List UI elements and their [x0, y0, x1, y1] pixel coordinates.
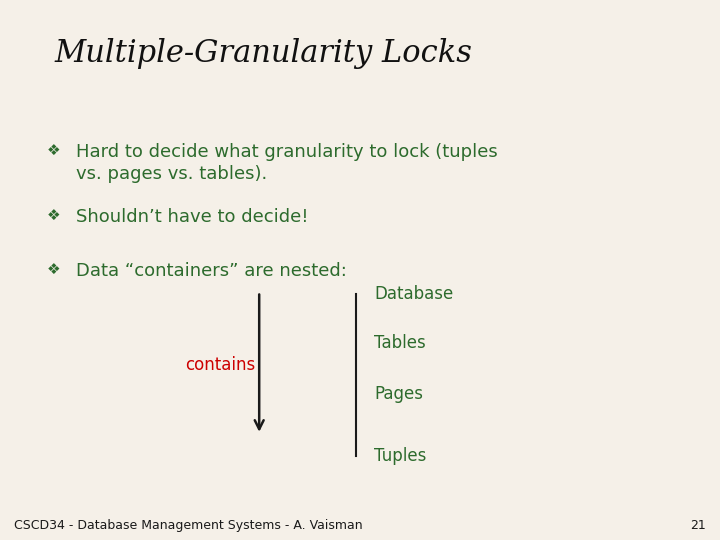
Text: Database: Database: [374, 285, 454, 303]
Text: Multiple-Granularity Locks: Multiple-Granularity Locks: [54, 38, 472, 69]
Text: contains: contains: [185, 355, 256, 374]
Text: Data “containers” are nested:: Data “containers” are nested:: [76, 262, 346, 280]
Text: 21: 21: [690, 519, 706, 532]
Text: ❖: ❖: [48, 208, 60, 223]
Text: Tables: Tables: [374, 334, 426, 352]
Text: ❖: ❖: [48, 262, 60, 277]
Text: Tuples: Tuples: [374, 447, 427, 465]
Text: ❖: ❖: [48, 143, 60, 158]
Text: CSCD34 - Database Management Systems - A. Vaisman: CSCD34 - Database Management Systems - A…: [14, 519, 363, 532]
Text: Shouldn’t have to decide!: Shouldn’t have to decide!: [76, 208, 308, 226]
Text: Hard to decide what granularity to lock (tuples
vs. pages vs. tables).: Hard to decide what granularity to lock …: [76, 143, 498, 183]
Text: Pages: Pages: [374, 385, 423, 403]
